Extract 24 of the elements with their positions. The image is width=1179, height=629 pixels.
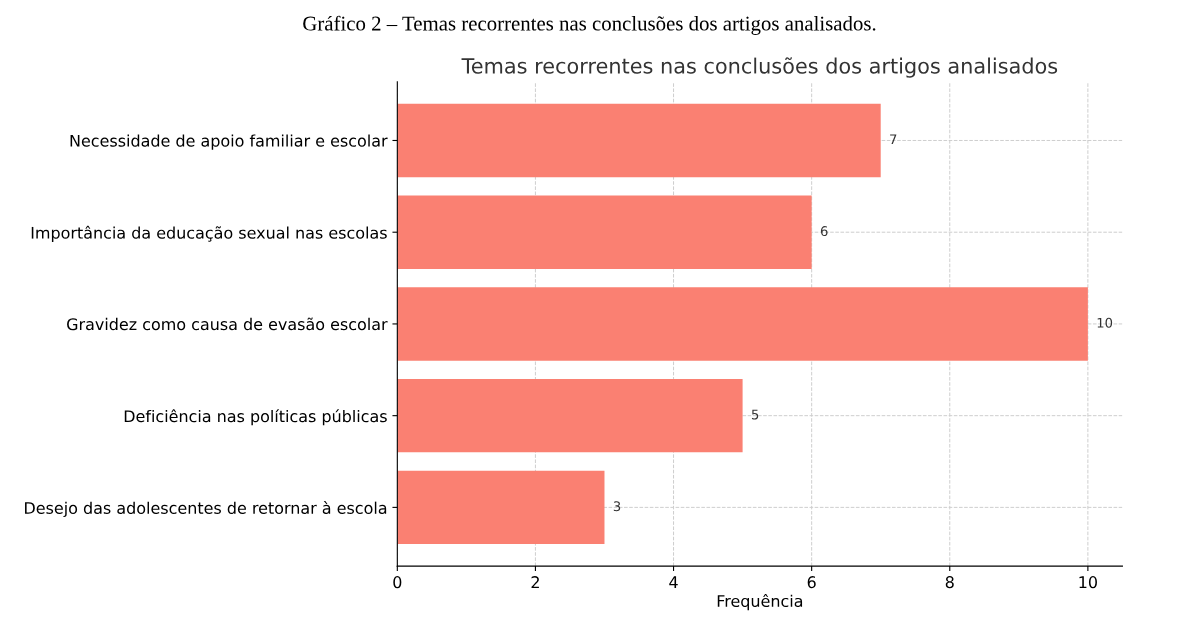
bar: [397, 470, 605, 545]
chart-title: Temas recorrentes nas conclusões dos artigos analisados: [461, 57, 1058, 78]
x-tick-label: 8: [945, 576, 954, 589]
bar: [397, 195, 812, 269]
data-label: 10: [1097, 317, 1113, 328]
x-tick-label: 10: [1079, 576, 1097, 589]
bar: [397, 378, 743, 453]
y-tick-label: Deficiência nas políticas públicas: [124, 409, 387, 426]
text: Gráfico 2 – Temas recorrentes nas conclusões dos artigos analisados.: [303, 15, 876, 35]
data-label: 3: [613, 501, 621, 512]
data-label: 6: [820, 226, 828, 237]
data-label: 5: [751, 409, 759, 420]
bar: [397, 287, 1088, 361]
y-tick-label: Importância da educação sexual nas escolas: [31, 225, 387, 242]
x-tick-label: 0: [393, 576, 402, 589]
x-tick-label: 6: [807, 576, 816, 589]
data-label: 7: [890, 134, 897, 145]
x-tick-label: 2: [531, 576, 539, 588]
y-tick-label: Necessidade de apoio familiar e escolar: [70, 134, 388, 150]
y-tick-label: Desejo das adolescentes de retornar à escola: [25, 501, 387, 518]
y-tick-label: Gravidez como causa de evasão escolar: [67, 317, 388, 331]
bar: [397, 103, 881, 178]
x-tick-label: 4: [669, 576, 678, 588]
x-axis-title: Frequência: [717, 594, 803, 611]
